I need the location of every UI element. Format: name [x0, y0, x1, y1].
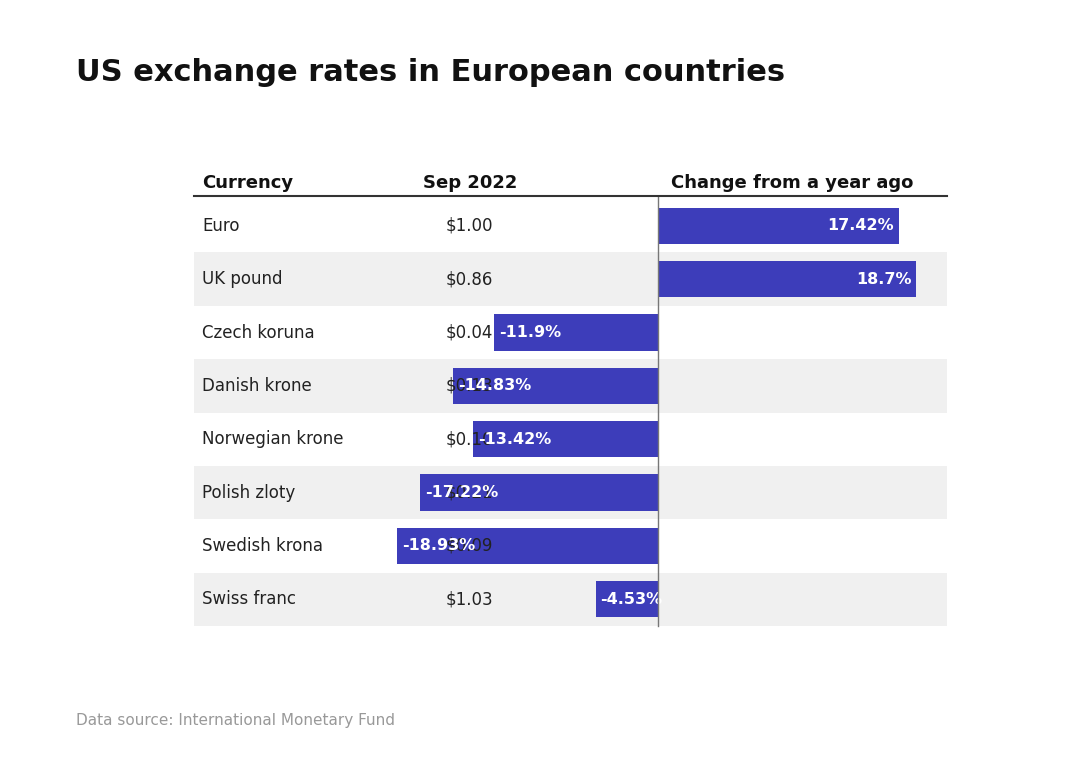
Text: Currency: Currency	[202, 174, 293, 192]
Text: UK pound: UK pound	[202, 270, 283, 288]
Text: -17.22%: -17.22%	[426, 485, 499, 500]
FancyBboxPatch shape	[454, 368, 658, 404]
Text: Swedish krona: Swedish krona	[202, 537, 323, 555]
Text: -11.9%: -11.9%	[499, 325, 561, 340]
FancyBboxPatch shape	[193, 519, 947, 573]
Text: Change from a year ago: Change from a year ago	[671, 174, 914, 192]
Text: US exchange rates in European countries: US exchange rates in European countries	[76, 58, 785, 87]
FancyBboxPatch shape	[595, 581, 658, 618]
FancyBboxPatch shape	[658, 261, 917, 297]
FancyBboxPatch shape	[420, 474, 658, 511]
FancyBboxPatch shape	[193, 413, 947, 466]
FancyBboxPatch shape	[193, 306, 947, 359]
Text: Sep 2022: Sep 2022	[422, 174, 517, 192]
FancyBboxPatch shape	[473, 421, 658, 457]
Text: $1.00: $1.00	[446, 217, 494, 235]
Text: $0.10: $0.10	[446, 430, 494, 448]
FancyBboxPatch shape	[193, 359, 947, 413]
Text: $0.04: $0.04	[446, 323, 494, 342]
Text: $0.09: $0.09	[446, 537, 494, 555]
Text: Euro: Euro	[202, 217, 240, 235]
FancyBboxPatch shape	[193, 466, 947, 519]
FancyBboxPatch shape	[193, 573, 947, 626]
Text: 18.7%: 18.7%	[855, 272, 912, 286]
FancyBboxPatch shape	[193, 253, 947, 306]
FancyBboxPatch shape	[193, 199, 947, 253]
Text: $0.21: $0.21	[446, 484, 494, 501]
Text: $0.13: $0.13	[446, 377, 494, 395]
FancyBboxPatch shape	[658, 208, 899, 244]
Text: Czech koruna: Czech koruna	[202, 323, 314, 342]
Text: $0.86: $0.86	[446, 270, 494, 288]
Text: Danish krone: Danish krone	[202, 377, 312, 395]
Text: Swiss franc: Swiss franc	[202, 591, 296, 608]
Text: -13.42%: -13.42%	[477, 432, 551, 447]
Text: Data source: International Monetary Fund: Data source: International Monetary Fund	[76, 713, 394, 728]
Text: -18.93%: -18.93%	[402, 538, 475, 554]
Text: Norwegian krone: Norwegian krone	[202, 430, 343, 448]
FancyBboxPatch shape	[494, 314, 658, 350]
Text: -4.53%: -4.53%	[600, 592, 663, 607]
Text: -14.83%: -14.83%	[458, 378, 531, 393]
FancyBboxPatch shape	[396, 527, 658, 564]
Text: 17.42%: 17.42%	[827, 219, 893, 233]
Text: $1.03: $1.03	[446, 591, 494, 608]
Text: Polish zloty: Polish zloty	[202, 484, 295, 501]
